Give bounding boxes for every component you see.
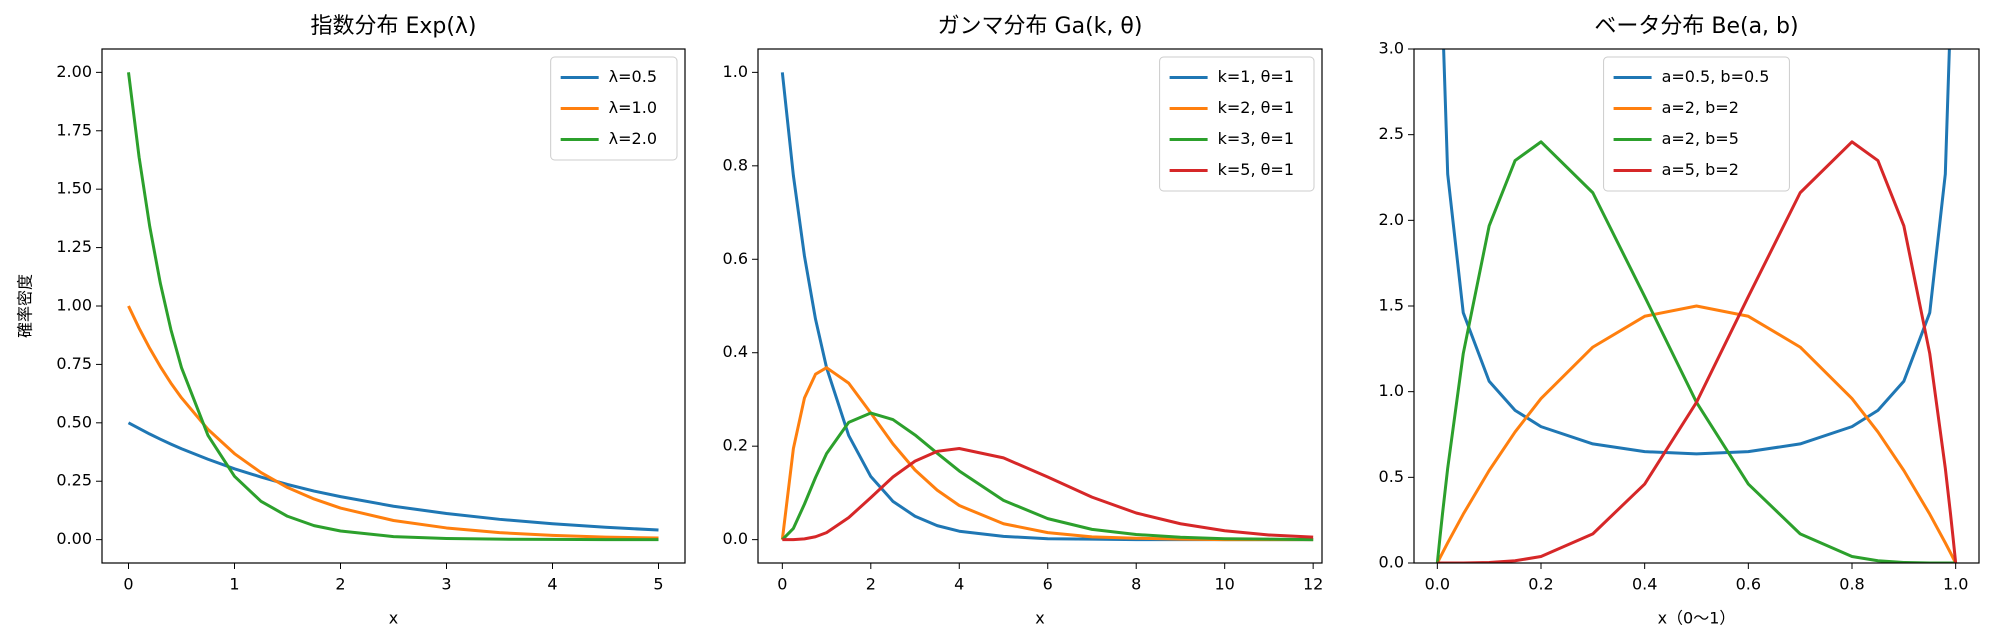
legend-label: a=2, b=5: [1662, 129, 1739, 148]
x-tick-label: 0.4: [1632, 575, 1657, 594]
legend: a=0.5, b=0.5 a=2, b=2 a=2, b=5 a=5, b=2: [1603, 56, 1790, 192]
series-line: [127, 421, 659, 532]
y-tick-label: 0.00: [56, 529, 92, 548]
series-line: [1437, 140, 1958, 563]
y-tick-label: 1.25: [56, 237, 92, 256]
series-line: [127, 72, 659, 542]
y-tick-label: 0.0: [1379, 553, 1404, 572]
x-tick-label: 0.8: [1839, 575, 1864, 594]
plot-lines: [127, 72, 659, 542]
plot-frame: [101, 48, 686, 564]
y-tick-label: 0.75: [56, 354, 92, 373]
y-tick-label: 2.5: [1379, 124, 1404, 143]
x-tick-label: 3: [441, 575, 451, 594]
x-tick-label: 12: [1303, 575, 1323, 594]
x-tick-label: 0.6: [1736, 575, 1761, 594]
x-tick-label: 1: [229, 575, 239, 594]
legend: k=1, θ=1 k=2, θ=1 k=3, θ=1 k=5, θ=1: [1159, 56, 1315, 192]
series-line: [782, 447, 1314, 542]
series-line: [1442, 49, 1951, 456]
legend-label: k=5, θ=1: [1218, 160, 1294, 179]
legend-label: λ=1.0: [609, 98, 657, 117]
x-tick-label: 6: [1043, 575, 1053, 594]
y-tick-label: 1.5: [1379, 296, 1404, 315]
x-tick-label: 0: [123, 575, 133, 594]
plot-lines: [780, 72, 1314, 542]
series-line: [127, 305, 659, 540]
y-tick-label: 0.50: [56, 412, 92, 431]
legend-label: λ=0.5: [609, 67, 657, 86]
plot-lines: [1435, 49, 1958, 563]
x-tick-label: 0.0: [1425, 575, 1450, 594]
legend-label: k=3, θ=1: [1218, 129, 1294, 148]
x-tick-label: 1.0: [1943, 575, 1968, 594]
series-line: [780, 366, 1314, 542]
chart-title: ガンマ分布 Ga(k, θ): [938, 14, 1143, 39]
y-tick-label: 0.6: [723, 249, 748, 268]
y-tick-label: 0.4: [723, 342, 748, 361]
legend-box: [1159, 56, 1315, 192]
y-tick-label: 3.0: [1379, 39, 1404, 58]
y-tick-label: 2.0: [1379, 210, 1404, 229]
series-line: [781, 411, 1314, 542]
y-tick-label: 0.8: [723, 155, 748, 174]
legend-label: k=1, θ=1: [1218, 67, 1294, 86]
y-tick-label: 1.0: [723, 62, 748, 81]
y-tick-label: 0.0: [723, 529, 748, 548]
y-axis-label: 確率密度: [16, 274, 35, 338]
legend-label: a=2, b=2: [1662, 98, 1739, 117]
legend-box: [550, 56, 678, 161]
x-tick-label: 2: [335, 575, 345, 594]
legend: λ=0.5 λ=1.0 λ=2.0: [550, 56, 678, 161]
x-axis-label: x: [1035, 609, 1044, 628]
subplot: 0 2 4 6 8 10 12 0.0 0.2 0.4 0.6 0.8 1.0 k=1, θ=1 k=2, …: [723, 14, 1324, 628]
legend-label: a=0.5, b=0.5: [1662, 67, 1770, 86]
x-tick-label: 0: [777, 575, 787, 594]
series-line: [1435, 140, 1956, 563]
series-line: [1435, 304, 1958, 563]
x-axis-label: x（0〜1）: [1658, 609, 1736, 628]
y-tick-label: 1.50: [56, 179, 92, 198]
y-tick-label: 1.00: [56, 296, 92, 315]
y-tick-label: 0.5: [1379, 467, 1404, 486]
x-tick-label: 10: [1215, 575, 1235, 594]
y-tick-label: 2.00: [56, 62, 92, 81]
y-tick-label: 1.0: [1379, 381, 1404, 400]
legend-label: a=5, b=2: [1662, 160, 1739, 179]
legend-label: k=2, θ=1: [1218, 98, 1294, 117]
plot-frame: [757, 48, 1323, 564]
x-axis-label: x: [389, 609, 398, 628]
y-tick-label: 0.25: [56, 471, 92, 490]
x-tick-label: 4: [547, 575, 557, 594]
x-tick-label: 8: [1131, 575, 1141, 594]
x-tick-label: 2: [866, 575, 876, 594]
subplot: 0.0 0.2 0.4 0.6 0.8 1.0 0.0 0.5 1.0 1.5 2.0 2.5 3.0 a…: [1379, 14, 1980, 628]
chart-title: 指数分布 Exp(λ): [310, 14, 476, 39]
chart-title: ベータ分布 Be(a, b): [1594, 14, 1798, 39]
legend-box: [1603, 56, 1790, 192]
y-tick-label: 1.75: [56, 120, 92, 139]
x-tick-label: 0.2: [1528, 575, 1553, 594]
y-tick-label: 0.2: [723, 436, 748, 455]
x-tick-label: 4: [954, 575, 964, 594]
legend-label: λ=2.0: [609, 129, 657, 148]
plot-frame: [1413, 48, 1980, 564]
subplot: 0 1 2 3 4 5 0.00 0.25 0.50 0.75 1.00 1.25 1.50 1.75 2.…: [16, 14, 686, 628]
x-tick-label: 5: [653, 575, 663, 594]
